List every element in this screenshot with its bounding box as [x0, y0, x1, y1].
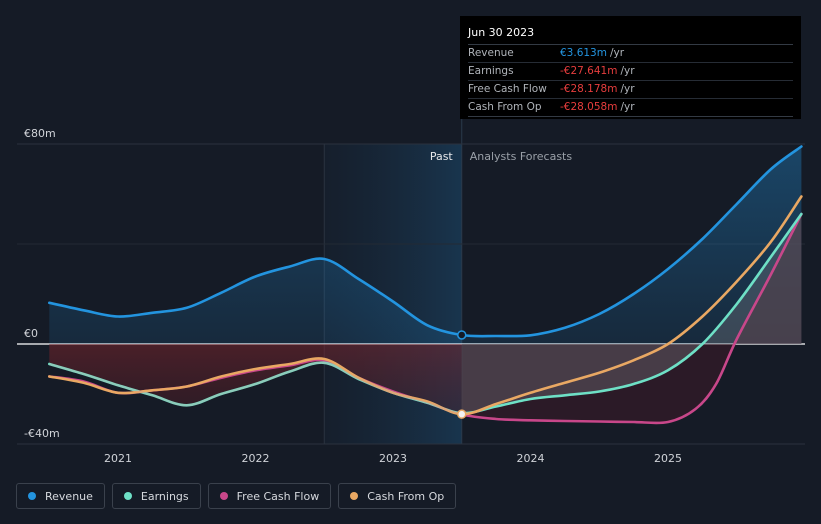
legend: Revenue Earnings Free Cash Flow Cash Fro… [16, 483, 457, 509]
tooltip-value: -€27.641m [560, 65, 618, 77]
tooltip-label: Free Cash Flow [468, 83, 547, 95]
x-tick-label: 2021 [104, 452, 132, 465]
earnings-future-area [461, 214, 802, 414]
legend-label: Free Cash Flow [236, 489, 320, 503]
tooltip-date: Jun 30 2023 [468, 24, 793, 45]
legend-item-revenue[interactable]: Revenue [16, 483, 105, 509]
x-tick-label: 2023 [379, 452, 407, 465]
tooltip-label: Cash From Op [468, 101, 542, 113]
tooltip-row-earnings: Earnings -€27.641m /yr [468, 63, 793, 81]
forecast-label: Analysts Forecasts [470, 150, 573, 163]
tooltip-value: €3.613m [560, 47, 607, 59]
x-tick-label: 2024 [517, 452, 545, 465]
negative-past-area [49, 344, 462, 414]
x-tick-label: 2025 [654, 452, 682, 465]
x-tick-label: 2022 [242, 452, 270, 465]
legend-item-cash-from-op[interactable]: Cash From Op [338, 483, 457, 509]
earnings-past-muted-line [48, 361, 462, 415]
revenue-line [48, 145, 803, 338]
tooltip-unit: /yr [620, 101, 635, 113]
legend-dot-icon [28, 492, 36, 500]
revenue-current-marker [457, 330, 467, 340]
negative-future-area [461, 214, 802, 423]
tooltip-row-revenue: Revenue €3.613m /yr [468, 45, 793, 63]
tooltip-unit: /yr [609, 47, 625, 59]
tooltip-value: -€28.178m [560, 83, 618, 95]
legend-dot-icon [350, 492, 359, 500]
cash-from-op-line [48, 195, 803, 416]
legend-label: Cash From Op [367, 489, 445, 503]
tooltip-unit: /yr [620, 83, 635, 95]
cash-current-marker [457, 409, 467, 419]
tooltip-row-cash-from-op: Cash From Op -€28.058m /yr [468, 99, 793, 117]
tooltip: Jun 30 2023 Revenue €3.613m /yr Earnings… [460, 16, 801, 119]
past-label: Past [430, 150, 454, 163]
legend-dot-icon [123, 492, 132, 500]
legend-label: Revenue [45, 489, 93, 503]
legend-item-earnings[interactable]: Earnings [111, 483, 201, 509]
legend-dot-icon [219, 492, 228, 500]
tooltip-value: -€28.058m [560, 101, 618, 113]
legend-label: Earnings [140, 489, 189, 503]
revenue-area [49, 146, 802, 344]
tooltip-label: Earnings [468, 65, 514, 77]
y-tick-label: -€40m [24, 427, 60, 440]
y-tick-label: €80m [24, 127, 56, 140]
tooltip-label: Revenue [468, 47, 514, 59]
tooltip-row-free-cash-flow: Free Cash Flow -€28.178m /yr [468, 81, 793, 99]
tooltip-unit: /yr [620, 65, 635, 77]
y-tick-label: €0 [24, 327, 38, 340]
legend-item-free-cash-flow[interactable]: Free Cash Flow [207, 483, 332, 509]
